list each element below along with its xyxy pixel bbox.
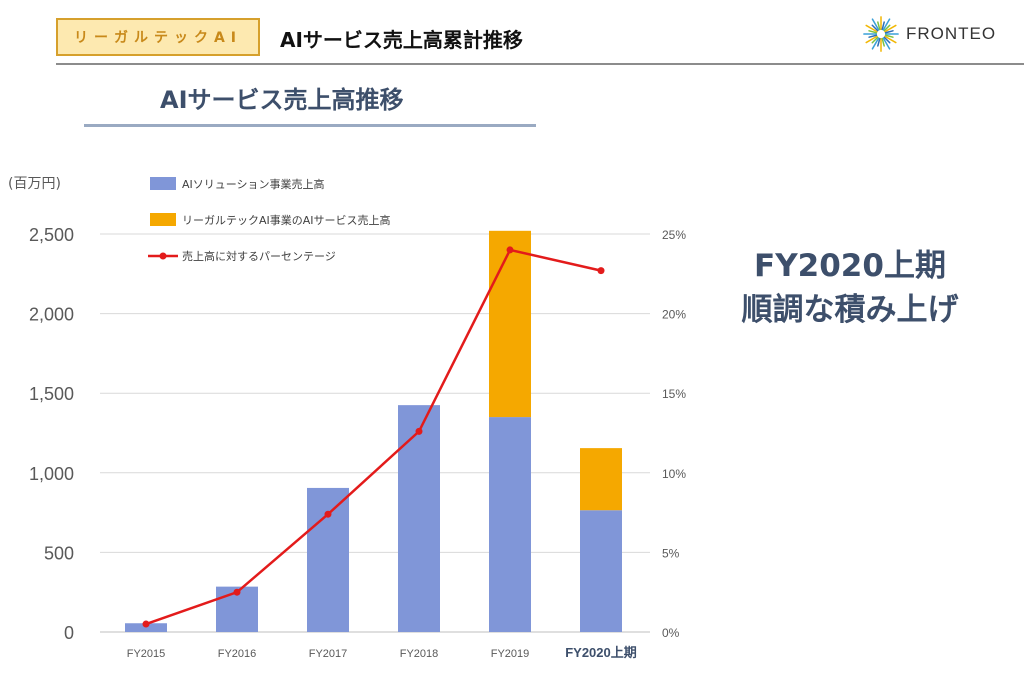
logo-ray (881, 37, 885, 47)
logo-ray (868, 34, 878, 38)
company-logo: FRONTEO (862, 14, 1012, 54)
logo-ray (881, 21, 885, 31)
y-left-tick-label: 2,000 (29, 305, 74, 325)
logo-ray (877, 37, 881, 47)
x-tick-label: FY2017 (309, 648, 348, 660)
legend-marker-percentage (159, 252, 167, 260)
y-left-tick-label: 2,500 (29, 225, 74, 245)
y-left-tick-label: 0 (64, 623, 74, 643)
percentage-point (597, 267, 605, 275)
page-title: AIサービス売上高累計推移 (280, 28, 523, 52)
bar-legaltech (580, 448, 622, 511)
logo-ray (884, 24, 897, 33)
logo-ray (882, 18, 891, 31)
y-right-tick-label: 0% (662, 626, 680, 640)
bar-ai-solution (489, 417, 531, 632)
y-left-tick-label: 500 (44, 543, 74, 563)
section-divider (84, 124, 536, 127)
x-tick-label: FY2019 (491, 648, 530, 660)
chart-section-title: AIサービス売上高推移 (160, 86, 404, 114)
bar-legaltech (489, 230, 531, 418)
x-tick-label: FY2015 (127, 648, 166, 660)
starburst-logo-icon (863, 16, 899, 52)
logo-ray (865, 24, 878, 33)
highlight-callout: FY2020上期 順調な積み上げ (700, 244, 1000, 332)
percentage-point (324, 510, 332, 518)
logo-ray (871, 37, 880, 50)
x-tick-label: FY2018 (400, 648, 439, 660)
bar-ai-solution (125, 623, 167, 632)
percentage-point (233, 588, 241, 596)
bar-ai-solution (398, 405, 440, 632)
percentage-point (415, 427, 423, 435)
callout-line-2: 順調な積み上げ (741, 292, 959, 328)
logo-ray (865, 35, 878, 44)
y-right-tick-label: 15% (662, 387, 686, 401)
legend-swatch-legaltech (150, 213, 176, 226)
bar-ai-solution (580, 510, 622, 632)
logo-ray (883, 24, 891, 32)
percentage-point (142, 620, 150, 628)
y-left-tick-label: 1,000 (29, 464, 74, 484)
legend-label-ai-solution: AIソリューション事業売上高 (182, 177, 325, 191)
y-right-tick-label: 20% (662, 308, 686, 322)
percentage-point (506, 246, 514, 254)
y-right-tick-label: 25% (662, 228, 686, 242)
bar-ai-solution (307, 487, 349, 632)
x-tick-label: FY2020上期 (565, 645, 637, 660)
logo-ray (883, 36, 891, 44)
logo-ray (871, 18, 880, 31)
legend-swatch-ai-solution (150, 177, 176, 190)
category-badge: リーガルテックAI (56, 18, 260, 56)
logo-text: FRONTEO (906, 24, 997, 43)
logo-ray (871, 24, 879, 32)
logo-ray (882, 37, 891, 50)
logo-ray (877, 21, 881, 31)
y-axis-unit-label: (百万円) (8, 176, 61, 192)
legend-label-legaltech: リーガルテックAI事業のAIサービス売上高 (182, 213, 391, 227)
y-right-tick-label: 10% (662, 467, 686, 481)
callout-line-1: FY2020上期 (754, 248, 946, 284)
logo-ray (884, 35, 897, 44)
logo-ray (884, 30, 894, 34)
header-divider (56, 63, 1024, 65)
y-left-tick-label: 1,500 (29, 384, 74, 404)
logo-ray (884, 34, 894, 38)
x-tick-label: FY2016 (218, 648, 257, 660)
percentage-line (145, 248, 602, 626)
logo-ray (868, 30, 878, 34)
logo-ray (871, 36, 879, 44)
legend-label-percentage: 売上高に対するパーセンテージ (182, 249, 336, 263)
sales-chart: 0 500 1,000 1,500 2,000 2,500 0% 5% 10% 15% 20% 25%… (8, 176, 686, 660)
y-right-tick-label: 5% (662, 546, 680, 560)
